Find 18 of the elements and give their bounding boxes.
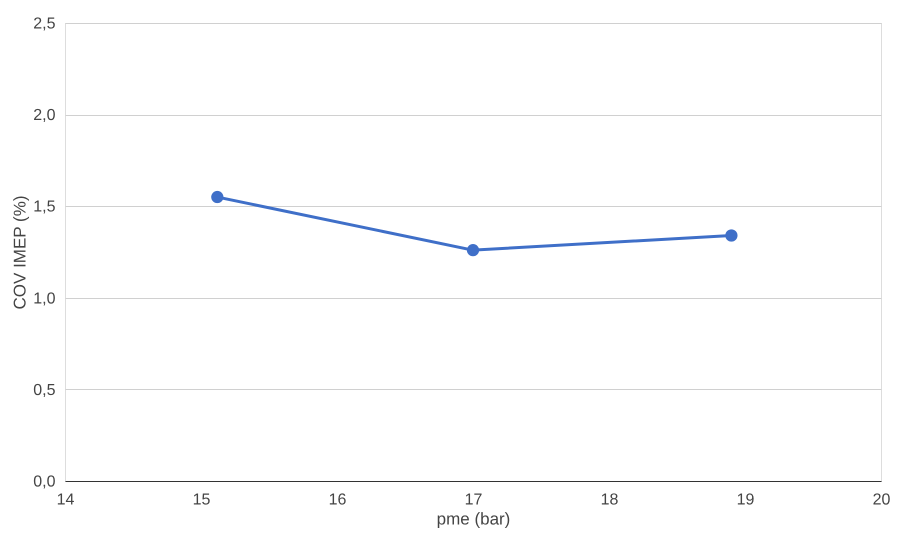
x-tick-label: 18: [600, 492, 618, 508]
y-tick-label: 2,0: [33, 107, 56, 124]
x-tick-label: 19: [736, 492, 754, 508]
x-tick-label: 14: [56, 492, 74, 508]
y-tick-label: 1,5: [33, 198, 56, 216]
y-axis-title: COV IMEP (%): [10, 196, 30, 310]
x-tick-label: 15: [192, 492, 210, 508]
point: [211, 190, 224, 204]
y-tick-label: 1,0: [33, 290, 56, 308]
y-tick-label: 0,0: [33, 474, 56, 490]
x-tick-label: 20: [872, 492, 890, 508]
x-tick-label: 17: [464, 492, 482, 508]
x-axis-title: pme (bar): [436, 510, 510, 528]
y-tick-label: 2,5: [33, 16, 56, 32]
x-tick-label: 16: [328, 492, 346, 508]
y-tick-label: 0,5: [33, 382, 56, 399]
point: [725, 229, 738, 242]
point: [466, 244, 480, 256]
